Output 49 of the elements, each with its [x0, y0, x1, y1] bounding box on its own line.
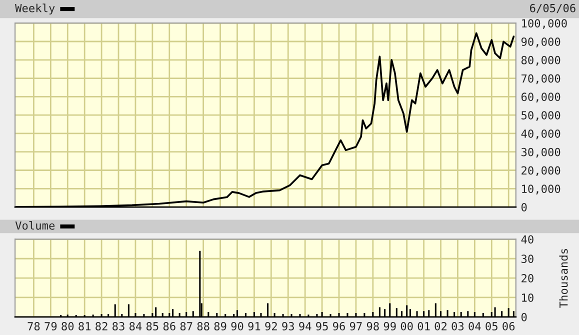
y-tick-label: 20,000	[522, 166, 560, 176]
x-tick-label: 93	[282, 322, 294, 330]
x-tick-label: 91	[248, 322, 260, 330]
y-tick-label: 90,000	[521, 38, 560, 48]
x-tick-label: 94	[299, 322, 312, 330]
x-tick-label: 88	[197, 322, 210, 330]
chart-title: Volume	[15, 221, 55, 230]
y-tick-label: 70,000	[522, 74, 560, 84]
x-tick-label: 96	[332, 322, 345, 330]
y-tick-label: 40,000	[521, 129, 560, 140]
x-tick-label: 99	[384, 322, 396, 330]
y-tick-label: 60,000	[521, 92, 560, 102]
y-tick-label: 10	[522, 293, 534, 302]
x-tick-label: 04	[468, 322, 481, 330]
x-tick-label: 90	[231, 322, 244, 330]
x-tick-label: 80	[62, 322, 74, 330]
y-tick-label: 50,000	[522, 111, 560, 121]
x-tick-label: 87	[180, 322, 192, 330]
y-tick-label: 30	[521, 254, 534, 264]
x-tick-label: 79	[44, 322, 57, 330]
x-tick-label: 92	[265, 322, 277, 330]
y-tick-label: 0	[521, 312, 527, 322]
x-tick-label: 01	[418, 322, 430, 330]
x-tick-label: 78	[28, 322, 40, 330]
x-tick-label: 98	[366, 322, 379, 330]
x-tick-label: 95	[316, 322, 328, 330]
x-tick-label: 81	[78, 322, 91, 330]
x-tick-label: 85	[146, 322, 158, 330]
x-tick-label: 97	[350, 322, 362, 330]
x-tick-label: 82	[96, 322, 108, 330]
x-tick-label: 02	[434, 322, 446, 330]
x-tick-label: 00	[400, 322, 413, 330]
x-tick-label: 84	[129, 322, 142, 330]
chart-title: Weekly	[15, 4, 55, 14]
y-tick-label: 20	[522, 274, 534, 282]
y-tick-label: 40	[521, 235, 534, 244]
y-tick-label: 30,000	[521, 148, 560, 158]
x-tick-label: 06	[502, 322, 515, 330]
x-tick-label: 89	[214, 322, 226, 330]
x-tick-label: 86	[163, 322, 176, 330]
text: 6/05/06	[530, 4, 576, 14]
x-tick-label: 83	[112, 322, 124, 330]
y-axis-title: Thousands	[559, 249, 568, 308]
y-tick-label: 80,000	[521, 56, 560, 66]
y-tick-label: 10,000	[522, 184, 560, 194]
y-tick-label: 0	[521, 203, 527, 212]
x-tick-label: 03	[452, 322, 464, 330]
x-tick-label: 05	[486, 322, 498, 330]
y-tick-label: 100,000	[522, 19, 567, 29]
